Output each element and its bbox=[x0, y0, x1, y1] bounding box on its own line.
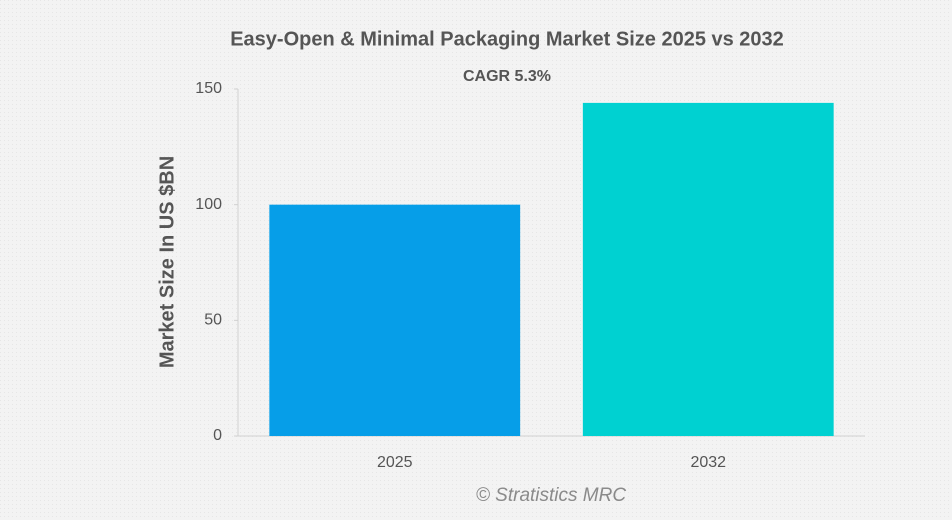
y-tick-label: 150 bbox=[195, 80, 222, 97]
chart-subtitle: CAGR 5.3% bbox=[463, 68, 551, 85]
watermark: © Stratistics MRC bbox=[476, 485, 626, 506]
x-tick-label: 2025 bbox=[377, 454, 413, 471]
chart-title: Easy-Open & Minimal Packaging Market Siz… bbox=[230, 28, 784, 50]
y-axis-label: Market Size In US $BN bbox=[156, 156, 178, 368]
y-tick-label: 50 bbox=[204, 312, 222, 329]
x-tick-label: 2032 bbox=[690, 454, 726, 471]
y-tick-label: 100 bbox=[195, 196, 222, 213]
y-tick-label: 0 bbox=[213, 427, 222, 444]
bar bbox=[269, 204, 521, 436]
bar bbox=[582, 102, 834, 436]
